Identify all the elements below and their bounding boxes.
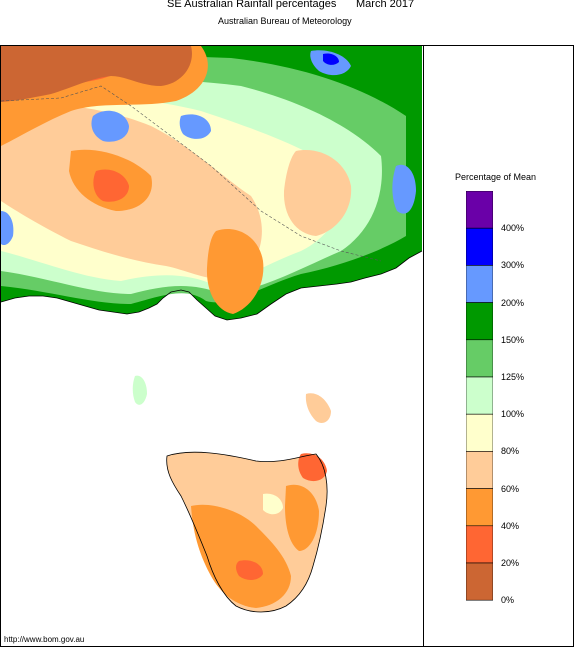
legend-label-5: 125% [501,372,525,382]
legend-swatch-9 [466,488,493,527]
zone-20-b [93,169,129,202]
tasmania-coastline [166,451,328,613]
subtitle: Australian Bureau of Meteorology [218,16,352,26]
mainland-coastline [1,250,423,321]
legend-label-1: 400% [501,223,525,234]
tasmania-orange [191,504,291,608]
flinders-island [305,393,331,423]
legend-label-6: 100% [501,409,525,420]
legend-swatch-6 [466,376,493,415]
legend-divider [423,45,424,647]
legend-title: Percentage of Mean [455,172,537,182]
legend-label-3: 200% [501,297,525,308]
tasmania-orange-east [285,484,319,551]
legend-label-10: 20% [501,558,520,568]
legend-colorbar [466,191,493,601]
map-frame [0,45,574,647]
zone-0 [1,46,192,102]
title-month: March 2017 [356,0,415,10]
legend-swatch-2 [466,227,493,266]
tasmania-red [236,560,263,580]
legend-swatch-8 [466,451,493,489]
zone-200-e [1,211,14,246]
legend-swatch-1 [466,191,493,229]
legend-label-9: 40% [501,520,520,531]
rainfall-map [1,46,423,613]
zone-200-c [392,164,416,214]
zone-300 [323,53,339,65]
zone-40-center [206,229,264,314]
legend-label-4: 150% [501,334,525,345]
tasmania-red-ne [298,453,327,482]
legend-swatch-10 [466,525,493,564]
zone-200-a [91,110,129,142]
legend-label-2: 300% [501,260,525,271]
zone-200-b [179,114,211,139]
king-island [132,375,147,405]
legend-swatch-3 [466,265,493,303]
zone-60-east [283,150,352,236]
legend-label-11: 0% [501,595,515,606]
legend-swatch-4 [466,302,493,341]
title-text: SE Australian Rainfall percentages [167,0,337,10]
legend-swatch-11 [466,562,493,601]
chart-title: SE Australian Rainfall percentages March… [0,0,576,14]
tasmania-cream [263,493,283,515]
legend-swatch-7 [466,413,493,452]
legend-label-8: 60% [501,483,520,494]
legend-label-7: 80% [501,446,520,457]
legend-swatch-5 [466,339,493,378]
source-url: http://www.bom.gov.au [4,635,85,644]
state-border [1,85,382,262]
